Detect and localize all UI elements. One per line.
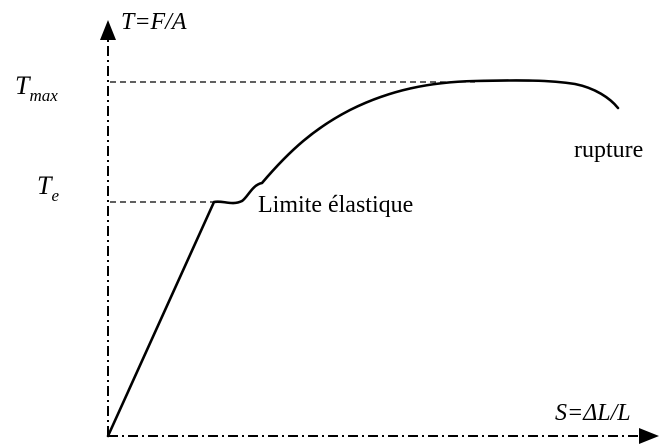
elastic-limit-annotation: Limite élastique: [258, 192, 413, 218]
y-axis-label-symbol: T: [121, 9, 136, 35]
te-label-subscript: e: [51, 186, 59, 205]
tmax-label-subscript: max: [29, 86, 58, 105]
x-axis-label-formula: =ΔL/L: [567, 400, 631, 426]
y-axis-label: T=F/A: [121, 9, 187, 35]
x-axis-label: S=ΔL/L: [555, 400, 631, 426]
stress-strain-curve: [106, 79, 620, 438]
x-axis-arrowhead: [639, 428, 659, 444]
tmax-label: Tmax: [15, 71, 58, 105]
y-axis-label-formula: =F/A: [134, 9, 187, 35]
y-axis-arrowhead: [100, 20, 116, 40]
te-label-main: T: [37, 171, 53, 200]
te-label: Te: [37, 171, 59, 205]
x-axis-label-symbol: S: [555, 400, 567, 426]
rupture-annotation: rupture: [574, 137, 643, 163]
tmax-label-main: T: [15, 71, 31, 100]
